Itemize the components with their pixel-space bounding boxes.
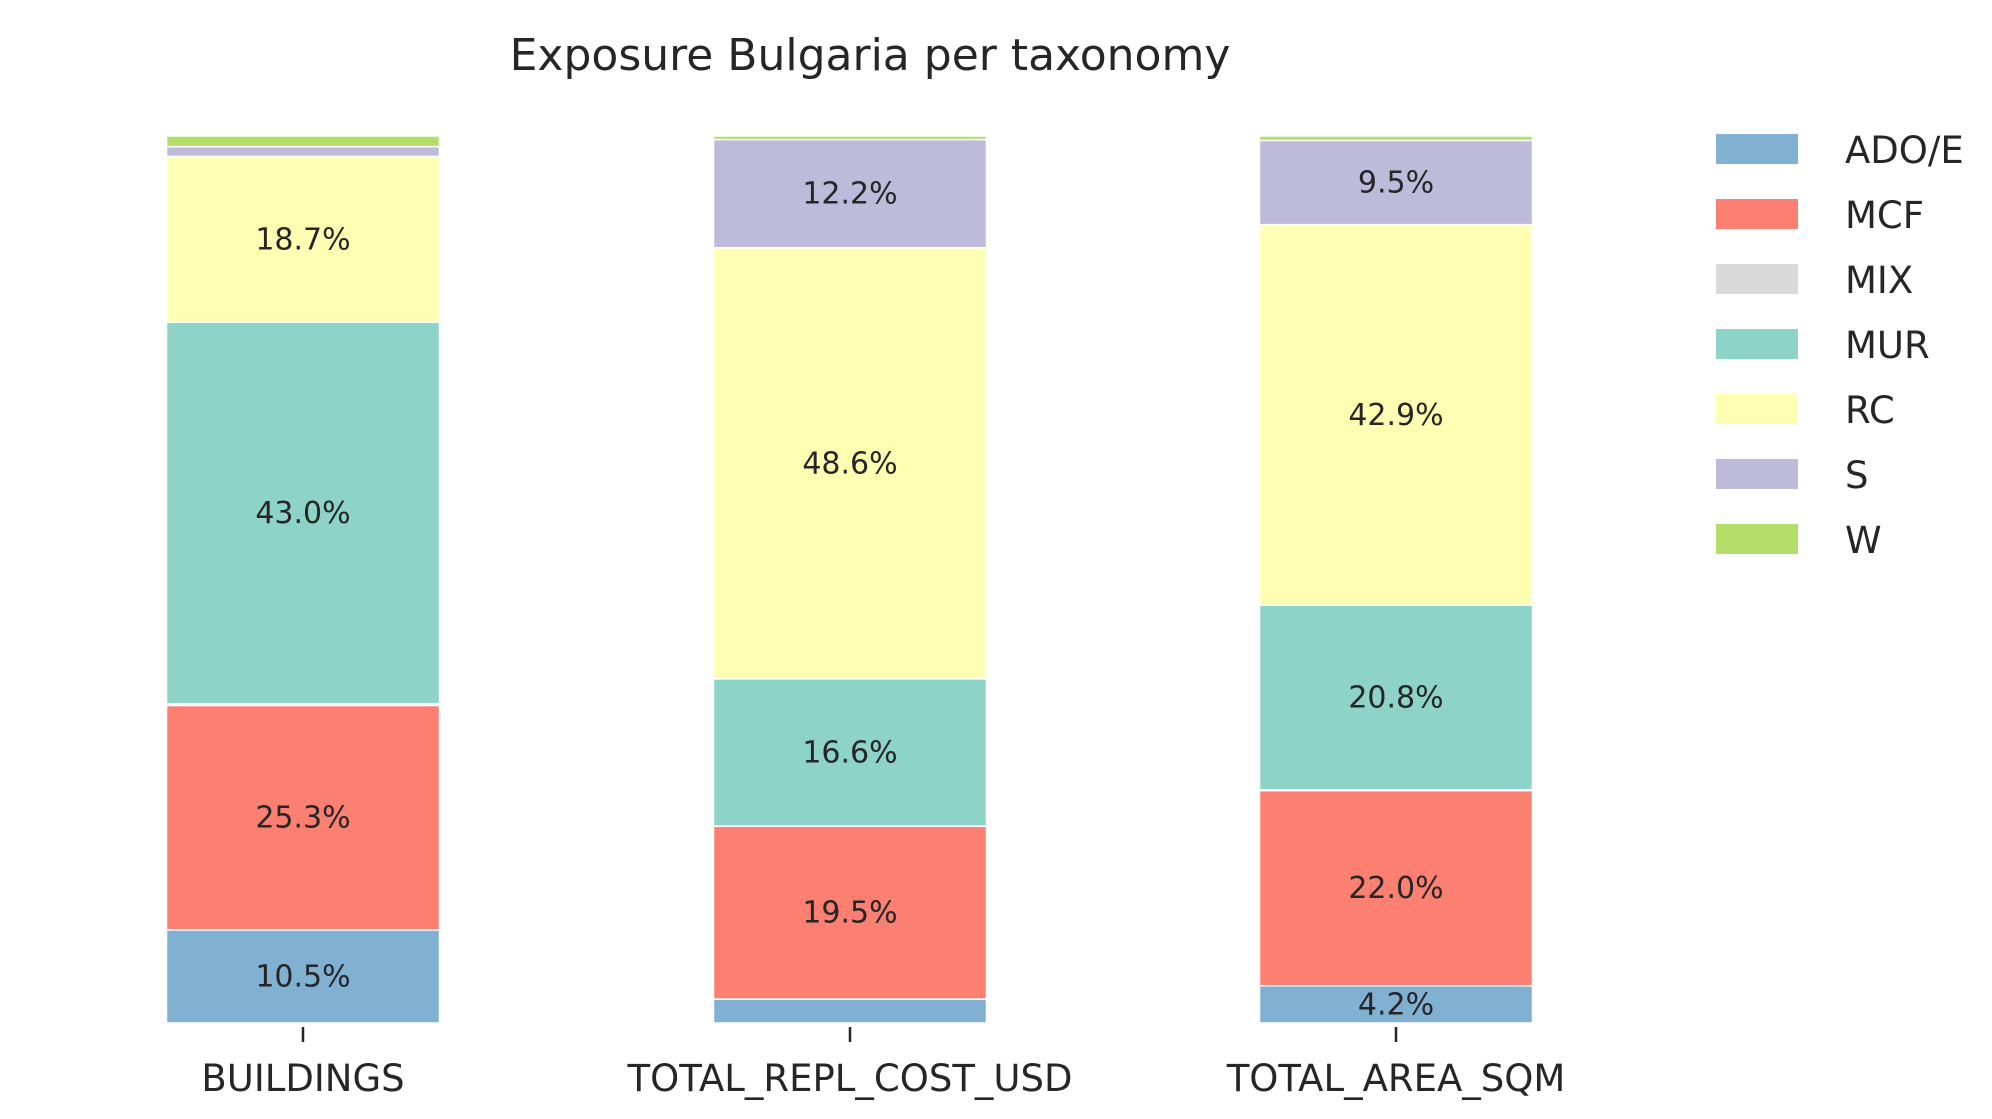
bar-segment-buildings-rc (165, 155, 441, 324)
bar-segment-total-repl-cost-usd-mur (712, 678, 988, 827)
legend-swatch-mix (1716, 264, 1798, 294)
data-label-total-area-sqm-rc: 42.9% (1348, 398, 1443, 433)
bar-segment-total-repl-cost-usd-w (712, 135, 988, 141)
legend-swatch-s (1716, 459, 1798, 489)
data-label-buildings-mur: 43.0% (255, 496, 350, 531)
bar-segment-total-repl-cost-usd-rc (712, 247, 988, 680)
chart-title: Exposure Bulgaria per taxonomy (510, 30, 1231, 81)
legend-label-mur: MUR (1845, 324, 1930, 367)
legend-label-w: W (1845, 519, 1882, 562)
data-label-buildings-rc: 18.7% (255, 222, 350, 257)
bar-segment-total-area-sqm-w (1258, 135, 1534, 142)
legend-swatch-mur (1716, 329, 1798, 359)
data-label-buildings-ado-e: 10.5% (255, 959, 350, 994)
bar-segment-total-area-sqm-s (1258, 139, 1534, 226)
data-label-total-area-sqm-mcf: 22.0% (1348, 871, 1443, 906)
data-label-total-repl-cost-usd-s: 12.2% (802, 177, 897, 212)
bar-segment-total-repl-cost-usd-s (712, 138, 988, 249)
bar-segment-buildings-mur (165, 321, 441, 705)
bar-segment-total-repl-cost-usd-ado-e (712, 998, 988, 1024)
data-label-total-repl-cost-usd-mcf: 19.5% (802, 896, 897, 931)
legend-label-mcf: MCF (1845, 194, 1924, 237)
legend-label-s: S (1845, 454, 1869, 497)
legend-swatch-ado-e (1716, 134, 1798, 164)
legend-label-mix: MIX (1845, 259, 1913, 302)
legend: ADO/E MCF MIX MUR RC SW (1716, 129, 1964, 562)
x-tick-label-total-area-sqm: TOTAL_AREA_SQM (1226, 1057, 1566, 1100)
bar-segment-buildings-s (165, 145, 441, 158)
bars-layer (165, 135, 1534, 1024)
x-tick-label-buildings: BUILDINGS (201, 1057, 404, 1100)
legend-swatch-w (1716, 524, 1798, 554)
legend-label-rc: RC (1845, 389, 1895, 432)
bar-segment-total-area-sqm-rc (1258, 223, 1534, 606)
x-axis: BUILDINGS TOTAL_REPL_COST_USD TOTAL_AREA_S… (201, 1027, 1565, 1100)
bar-segment-buildings-mcf (165, 704, 441, 931)
bar-segment-total-area-sqm-mcf (1258, 789, 1534, 987)
data-label-total-repl-cost-usd-mur: 16.6% (802, 735, 897, 770)
data-label-total-area-sqm-ado-e: 4.2% (1358, 987, 1434, 1022)
bar-segment-buildings-ado-e (165, 929, 441, 1024)
data-label-total-repl-cost-usd-rc: 48.6% (802, 446, 897, 481)
legend-swatch-rc (1716, 394, 1798, 424)
legend-label-ado-e: ADO/E (1845, 129, 1964, 172)
bar-segment-total-area-sqm-ado-e (1258, 984, 1534, 1024)
data-label-total-area-sqm-mur: 20.8% (1348, 680, 1443, 715)
data-labels-layer: 10.5% 25.3% 43.0% 18.7% 19.5% 16.6% 48.6% 12.2%… (255, 166, 1443, 1023)
data-label-buildings-mcf: 25.3% (255, 801, 350, 836)
bar-segment-buildings-w (165, 135, 441, 148)
x-tick-label-total-repl-cost-usd: TOTAL_REPL_COST_USD (627, 1057, 1073, 1100)
legend-swatch-mcf (1716, 199, 1798, 229)
data-label-total-area-sqm-s: 9.5% (1358, 166, 1434, 201)
